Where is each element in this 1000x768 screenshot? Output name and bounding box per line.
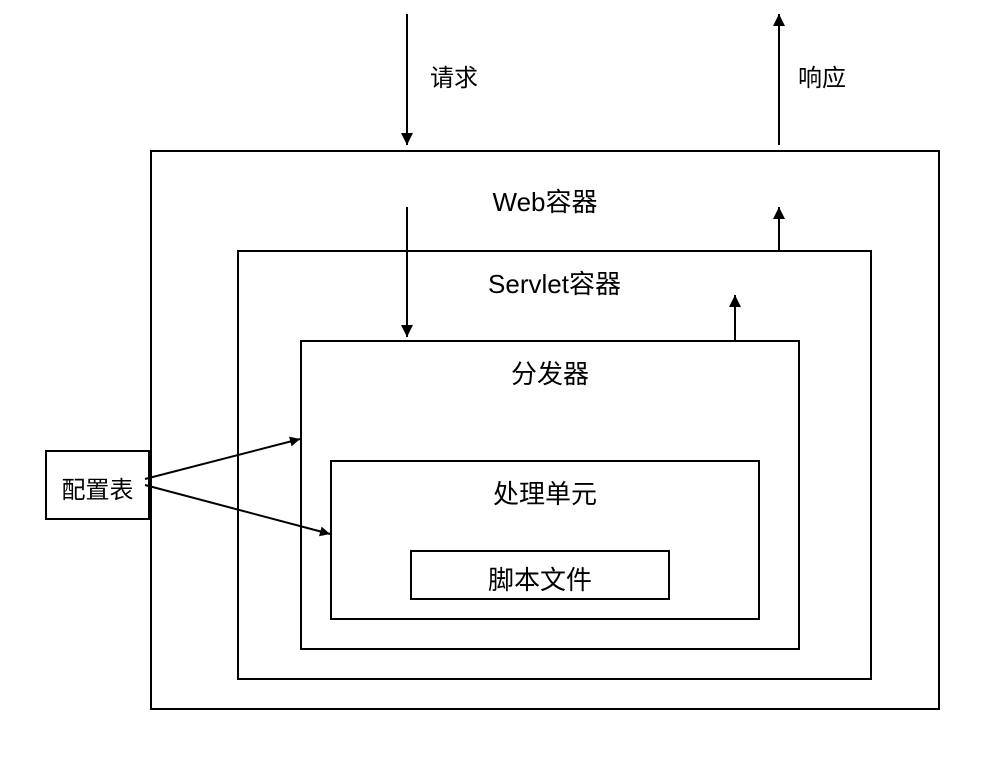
script-file-box: 脚本文件 [410, 550, 670, 600]
response-label: 响应 [798, 58, 846, 93]
dispatcher-title: 分发器 [302, 354, 798, 391]
config-table-box: 配置表 [45, 450, 150, 520]
script-file-title: 脚本文件 [412, 560, 668, 597]
request-label: 请求 [430, 58, 478, 93]
diagram-canvas: 请求 响应 Web容器 Servlet容器 分发器 处理单元 脚本文件 配置表 [0, 0, 1000, 768]
servlet-container-title: Servlet容器 [239, 264, 870, 301]
request-arrow [401, 14, 413, 145]
web-container-title: Web容器 [152, 182, 938, 219]
response-arrow [773, 14, 785, 145]
config-table-title: 配置表 [47, 470, 148, 505]
processor-title: 处理单元 [332, 474, 758, 511]
